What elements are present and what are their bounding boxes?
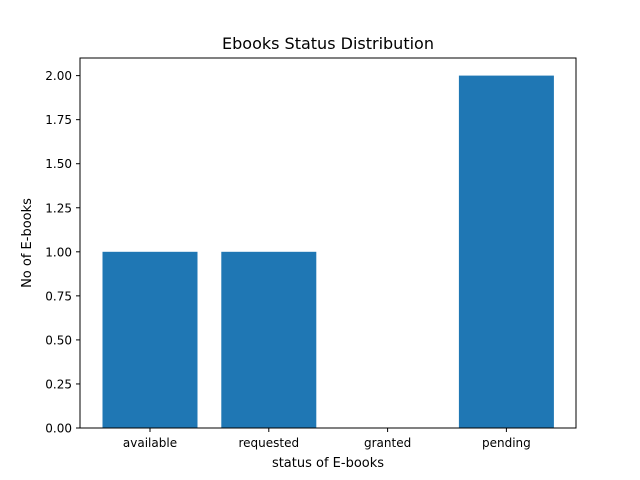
y-tick-label: 1.00	[45, 245, 72, 259]
bar-available	[102, 251, 198, 428]
x-tick-label: granted	[364, 436, 411, 450]
x-tick-label: pending	[482, 436, 531, 450]
y-tick-label: 0.25	[45, 377, 72, 391]
y-tick-label: 0.00	[45, 422, 72, 436]
bar-pending	[458, 75, 554, 428]
bars-group	[102, 75, 554, 428]
y-tick-label: 0.75	[45, 289, 72, 303]
y-tick-label: 1.25	[45, 201, 72, 215]
plot-frame	[79, 57, 577, 429]
y-tick-label: 2.00	[45, 69, 72, 83]
chart-title: Ebooks Status Distribution	[222, 34, 434, 53]
y-axis-label: No of E-books	[20, 198, 35, 288]
y-tick-label: 0.50	[45, 333, 72, 347]
x-axis-ticks: available requested granted pending	[123, 428, 531, 450]
x-tick-label: available	[123, 436, 177, 450]
x-tick-label: requested	[238, 436, 299, 450]
y-axis-ticks: 0.00 0.25 0.50 0.75 1.00 1.25 1.50 1.75 2.00	[45, 69, 80, 436]
y-tick-label: 1.75	[45, 113, 72, 127]
bar-requested	[221, 251, 317, 428]
y-tick-label: 1.50	[45, 157, 72, 171]
x-axis-label: status of E-books	[272, 456, 384, 471]
